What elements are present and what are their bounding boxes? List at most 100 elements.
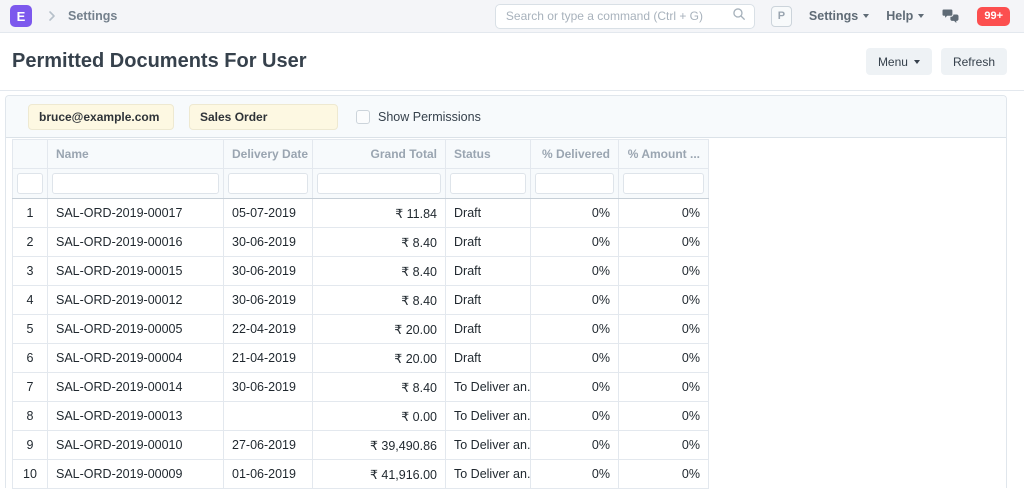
pct-amount-cell: 0% [618, 459, 709, 489]
show-permissions-label: Show Permissions [378, 109, 481, 124]
table-row: 2 SAL-ORD-2019-00016 30-06-2019 ₹ 8.40 D… [12, 227, 709, 257]
document-name-link[interactable]: SAL-ORD-2019-00009 [47, 459, 224, 489]
document-name-link[interactable]: SAL-ORD-2019-00014 [47, 372, 224, 402]
document-name-link[interactable]: SAL-ORD-2019-00013 [47, 401, 224, 431]
status-column-filter-input[interactable] [450, 173, 526, 194]
help-menu[interactable]: Help [886, 9, 925, 23]
navbar: E Settings Search or type a command (Ctr… [0, 0, 1024, 33]
table-body: 1 SAL-ORD-2019-00017 05-07-2019 ₹ 11.84 … [12, 198, 709, 489]
table-row: 6 SAL-ORD-2019-00004 21-04-2019 ₹ 20.00 … [12, 343, 709, 373]
chat-icon[interactable] [941, 8, 960, 24]
delivery-date-cell: 01-06-2019 [223, 459, 313, 489]
status-cell: To Deliver an... [445, 430, 531, 460]
breadcrumb-chevron-icon [44, 8, 60, 24]
chevron-down-icon [863, 14, 870, 18]
search-placeholder: Search or type a command (Ctrl + G) [505, 9, 703, 23]
document-name-link[interactable]: SAL-ORD-2019-00015 [47, 256, 224, 286]
column-header-delivery-date[interactable]: Delivery Date [223, 139, 313, 169]
index-column-filter-input[interactable] [17, 173, 43, 194]
delivery-date-cell: 21-04-2019 [223, 343, 313, 373]
delivery-date-cell: 30-06-2019 [223, 227, 313, 257]
menu-button[interactable]: Menu [865, 48, 932, 75]
report-filter-bar: Show Permissions [6, 96, 1006, 138]
delivery-date-cell: 05-07-2019 [223, 198, 313, 228]
pct-amount-cell: 0% [618, 401, 709, 431]
pct-delivered-cell: 0% [530, 227, 619, 257]
chevron-down-icon [918, 14, 925, 18]
document-name-link[interactable]: SAL-ORD-2019-00016 [47, 227, 224, 257]
refresh-button[interactable]: Refresh [940, 48, 1007, 75]
show-permissions-toggle[interactable]: Show Permissions [356, 109, 481, 124]
doctype-filter-input[interactable] [189, 103, 338, 130]
document-name-link[interactable]: SAL-ORD-2019-00005 [47, 314, 224, 344]
breadcrumb[interactable]: Settings [68, 9, 118, 23]
status-cell: Draft [445, 227, 531, 257]
grand-total-cell: ₹ 0.00 [312, 401, 446, 431]
pct-amount-cell: 0% [618, 430, 709, 460]
pct-amount-cell: 0% [618, 314, 709, 344]
show-permissions-checkbox[interactable] [356, 109, 370, 124]
column-header-name[interactable]: Name [47, 139, 224, 169]
status-cell: To Deliver an... [445, 459, 531, 489]
refresh-button-label: Refresh [952, 54, 995, 69]
document-name-link[interactable]: SAL-ORD-2019-00004 [47, 343, 224, 373]
delivery-date-cell [223, 401, 313, 431]
pct-delivered-cell: 0% [530, 372, 619, 402]
document-name-link[interactable]: SAL-ORD-2019-00010 [47, 430, 224, 460]
pct-amount-cell: 0% [618, 285, 709, 315]
global-search-input[interactable]: Search or type a command (Ctrl + G) [494, 3, 755, 29]
grand-total-cell: ₹ 8.40 [312, 256, 446, 286]
page-head: Permitted Documents For User Menu Refres… [0, 33, 1024, 91]
column-header-grand-total[interactable]: Grand Total [312, 139, 446, 169]
grand-total-cell: ₹ 20.00 [312, 343, 446, 373]
pct-delivered-column-filter-input[interactable] [535, 173, 614, 194]
column-header-index [12, 139, 48, 169]
report-container: Show Permissions Name Delivery Date Gran… [5, 95, 1007, 489]
settings-menu[interactable]: Settings [809, 9, 870, 23]
pct-amount-cell: 0% [618, 198, 709, 228]
delivery-date-column-filter-input[interactable] [228, 173, 308, 194]
grand-total-cell: ₹ 39,490.86 [312, 430, 446, 460]
delivery-date-cell: 22-04-2019 [223, 314, 313, 344]
pct-amount-cell: 0% [618, 227, 709, 257]
help-menu-label: Help [886, 9, 914, 23]
page-actions: Menu Refresh [865, 48, 1007, 75]
grand-total-cell: ₹ 8.40 [312, 285, 446, 315]
table-row: 3 SAL-ORD-2019-00015 30-06-2019 ₹ 8.40 D… [12, 256, 709, 286]
status-cell: Draft [445, 256, 531, 286]
table-row: 9 SAL-ORD-2019-00010 27-06-2019 ₹ 39,490… [12, 430, 709, 460]
pct-delivered-cell: 0% [530, 430, 619, 460]
row-index: 8 [12, 401, 48, 431]
page-title: Permitted Documents For User [12, 50, 307, 72]
delivery-date-cell: 30-06-2019 [223, 372, 313, 402]
document-name-link[interactable]: SAL-ORD-2019-00017 [47, 198, 224, 228]
grand-total-cell: ₹ 41,916.00 [312, 459, 446, 489]
pct-amount-cell: 0% [618, 343, 709, 373]
user-avatar[interactable]: P [770, 5, 792, 27]
row-index: 4 [12, 285, 48, 315]
pct-amount-column-filter-input[interactable] [623, 173, 704, 194]
app-logo-icon[interactable]: E [10, 5, 32, 27]
pct-amount-cell: 0% [618, 372, 709, 402]
grand-total-cell: ₹ 11.84 [312, 198, 446, 228]
grand-total-column-filter-input[interactable] [317, 173, 441, 194]
column-header-pct-amount[interactable]: % Amount ... [618, 139, 709, 169]
notifications-badge[interactable]: 99+ [977, 6, 1010, 26]
column-header-status[interactable]: Status [445, 139, 531, 169]
grand-total-cell: ₹ 8.40 [312, 227, 446, 257]
column-header-pct-delivered[interactable]: % Delivered [530, 139, 619, 169]
row-index: 9 [12, 430, 48, 460]
navbar-right: P Settings Help 99+ [770, 5, 1010, 27]
table-row: 5 SAL-ORD-2019-00005 22-04-2019 ₹ 20.00 … [12, 314, 709, 344]
row-index: 2 [12, 227, 48, 257]
name-column-filter-input[interactable] [52, 173, 219, 194]
user-filter-input[interactable] [28, 103, 174, 130]
table-row: 1 SAL-ORD-2019-00017 05-07-2019 ₹ 11.84 … [12, 198, 709, 228]
menu-button-label: Menu [877, 54, 908, 69]
grand-total-cell: ₹ 8.40 [312, 372, 446, 402]
delivery-date-cell: 30-06-2019 [223, 256, 313, 286]
table-row: 8 SAL-ORD-2019-00013 ₹ 0.00 To Deliver a… [12, 401, 709, 431]
pct-delivered-cell: 0% [530, 314, 619, 344]
pct-delivered-cell: 0% [530, 198, 619, 228]
document-name-link[interactable]: SAL-ORD-2019-00012 [47, 285, 224, 315]
